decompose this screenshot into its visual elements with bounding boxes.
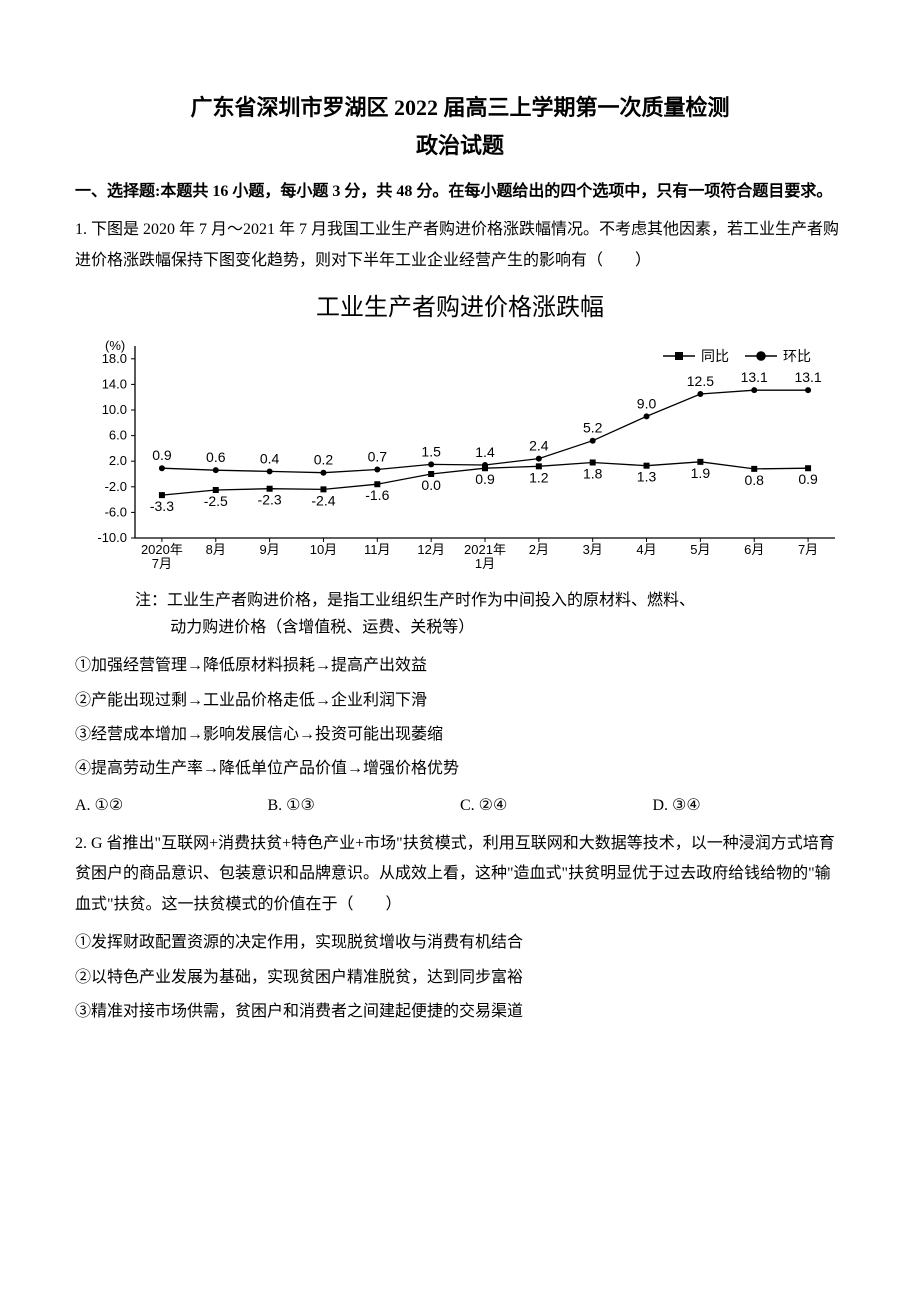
- svg-text:10月: 10月: [310, 542, 337, 557]
- svg-text:13.1: 13.1: [794, 369, 821, 385]
- svg-text:0.9: 0.9: [475, 471, 495, 487]
- svg-text:5.2: 5.2: [583, 419, 603, 435]
- svg-text:7月: 7月: [152, 556, 172, 571]
- svg-text:5月: 5月: [690, 542, 710, 557]
- svg-text:2021年: 2021年: [464, 542, 506, 557]
- svg-text:-2.4: -2.4: [311, 492, 335, 508]
- svg-text:4月: 4月: [636, 542, 656, 557]
- chart-title: 工业生产者购进价格涨跌幅: [75, 286, 845, 332]
- chart-svg: (%)-10.0-6.0-2.02.06.010.014.018.02020年7…: [75, 338, 845, 583]
- svg-text:1.2: 1.2: [529, 469, 549, 485]
- svg-text:6月: 6月: [744, 542, 764, 557]
- page-title: 广东省深圳市罗湖区 2022 届高三上学期第一次质量检测: [75, 90, 845, 125]
- svg-text:-3.3: -3.3: [150, 498, 174, 514]
- svg-text:2.0: 2.0: [109, 453, 127, 468]
- svg-text:-10.0: -10.0: [97, 530, 127, 545]
- chart-note: 注：工业生产者购进价格，是指工业组织生产时作为中间投入的原材料、燃料、 动力购进…: [135, 587, 805, 641]
- svg-text:0.4: 0.4: [260, 450, 280, 466]
- svg-text:-1.6: -1.6: [365, 487, 389, 503]
- svg-text:0.8: 0.8: [744, 472, 764, 488]
- svg-text:1.9: 1.9: [691, 465, 711, 481]
- svg-text:-2.3: -2.3: [258, 491, 282, 507]
- svg-text:-2.0: -2.0: [105, 479, 127, 494]
- svg-text:2月: 2月: [529, 542, 549, 557]
- note-line2: 动力购进价格（含增值税、运费、关税等）: [170, 619, 474, 636]
- q1-option-b: B. ①③: [268, 791, 461, 821]
- q2-item3: ③精准对接市场供需，贫困户和消费者之间建起便捷的交易渠道: [75, 997, 845, 1027]
- svg-text:7月: 7月: [798, 542, 818, 557]
- q1-options: A. ①② B. ①③ C. ②④ D. ③④: [75, 791, 845, 821]
- svg-text:11月: 11月: [364, 542, 391, 557]
- svg-text:0.2: 0.2: [314, 451, 334, 467]
- chart: (%)-10.0-6.0-2.02.06.010.014.018.02020年7…: [75, 338, 845, 583]
- svg-text:13.1: 13.1: [741, 369, 768, 385]
- q1-option-c: C. ②④: [460, 791, 653, 821]
- svg-text:-6.0: -6.0: [105, 504, 127, 519]
- svg-text:1.3: 1.3: [637, 468, 657, 484]
- svg-text:18.0: 18.0: [102, 351, 127, 366]
- svg-text:1.5: 1.5: [421, 443, 441, 459]
- section-heading: 一、选择题:本题共 16 小题，每小题 3 分，共 48 分。在每小题给出的四个…: [75, 177, 845, 207]
- svg-text:0.9: 0.9: [152, 447, 172, 463]
- svg-text:3月: 3月: [583, 542, 603, 557]
- svg-text:14.0: 14.0: [102, 376, 127, 391]
- svg-text:12.5: 12.5: [687, 373, 714, 389]
- svg-text:同比: 同比: [701, 349, 729, 365]
- svg-text:1月: 1月: [475, 556, 495, 571]
- svg-text:8月: 8月: [206, 542, 226, 557]
- q1-option-a: A. ①②: [75, 791, 268, 821]
- note-line1: 注：工业生产者购进价格，是指工业组织生产时作为中间投入的原材料、燃料、: [135, 592, 695, 609]
- q1-option-d: D. ③④: [653, 791, 846, 821]
- svg-text:2.4: 2.4: [529, 437, 549, 453]
- svg-text:-2.5: -2.5: [204, 493, 228, 509]
- svg-text:0.7: 0.7: [368, 448, 388, 464]
- svg-text:1.4: 1.4: [475, 444, 495, 460]
- svg-text:0.0: 0.0: [421, 477, 441, 493]
- q2-item2: ②以特色产业发展为基础，实现贫困户精准脱贫，达到同步富裕: [75, 963, 845, 993]
- svg-text:环比: 环比: [783, 349, 811, 365]
- svg-text:12月: 12月: [417, 542, 444, 557]
- svg-text:9月: 9月: [259, 542, 279, 557]
- q1-stem: 1. 下图是 2020 年 7 月～2021 年 7 月我国工业生产者购进价格涨…: [75, 215, 845, 276]
- svg-text:10.0: 10.0: [102, 402, 127, 417]
- q1-item1: ①加强经营管理→降低原材料损耗→提高产出效益: [75, 651, 845, 681]
- q1-item2: ②产能出现过剩→工业品价格走低→企业利润下滑: [75, 686, 845, 716]
- svg-text:6.0: 6.0: [109, 427, 127, 442]
- q2-stem: 2. G 省推出"互联网+消费扶贫+特色产业+市场"扶贫模式，利用互联网和大数据…: [75, 829, 845, 920]
- q1-item3: ③经营成本增加→影响发展信心→投资可能出现萎缩: [75, 720, 845, 750]
- page-subtitle: 政治试题: [75, 125, 845, 167]
- svg-text:1.8: 1.8: [583, 465, 603, 481]
- q1-item4: ④提高劳动生产率→降低单位产品价值→增强价格优势: [75, 754, 845, 784]
- svg-text:0.9: 0.9: [798, 471, 818, 487]
- q2-item1: ①发挥财政配置资源的决定作用，实现脱贫增收与消费有机结合: [75, 928, 845, 958]
- svg-text:9.0: 9.0: [637, 395, 657, 411]
- svg-text:0.6: 0.6: [206, 449, 226, 465]
- svg-text:2020年: 2020年: [141, 542, 183, 557]
